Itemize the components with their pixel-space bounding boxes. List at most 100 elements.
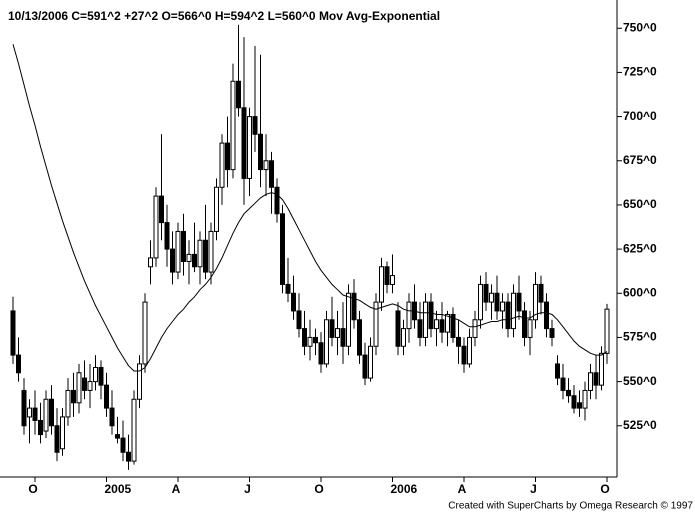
candle-body — [511, 292, 516, 330]
candle-body — [390, 275, 395, 285]
candle-body — [203, 239, 208, 273]
candle-body — [186, 253, 192, 262]
candle-body — [170, 248, 175, 273]
candle-body — [368, 345, 373, 379]
candle-body — [87, 381, 93, 391]
candle-body — [571, 395, 577, 409]
candle-body — [417, 319, 423, 338]
y-tick-label: 525^0 — [623, 418, 657, 432]
y-tick-label: 600^0 — [623, 285, 657, 299]
candle-body — [406, 301, 412, 330]
candle-body — [38, 419, 43, 436]
candle-body — [82, 377, 87, 391]
candle-body — [54, 425, 60, 453]
x-tick-label: A — [458, 482, 467, 496]
y-tick-label: 700^0 — [623, 109, 657, 123]
x-tick-label: J — [530, 482, 537, 496]
candle-body — [604, 308, 610, 354]
candle-body — [588, 372, 593, 391]
candle-body — [544, 301, 549, 330]
candle-body — [76, 372, 82, 404]
candle-body — [159, 195, 164, 224]
candle-body — [384, 266, 390, 285]
candle-body — [516, 292, 522, 312]
candle-body — [428, 301, 434, 330]
candle-body — [357, 319, 362, 356]
candle-body — [115, 434, 120, 439]
candle-body — [153, 195, 159, 259]
candle-body — [456, 336, 461, 347]
candle-body — [43, 398, 49, 432]
candle-body — [27, 407, 32, 418]
x-tick-label: 2006 — [391, 482, 418, 496]
x-tick-label: O — [600, 482, 609, 496]
y-tick-label: 550^0 — [623, 374, 657, 388]
candle-body — [274, 186, 280, 215]
candle-body — [478, 283, 483, 321]
candle-body — [280, 213, 285, 285]
candle-body — [164, 222, 170, 250]
candle-body — [21, 389, 27, 427]
candle-body — [181, 230, 186, 262]
candle-body — [241, 107, 247, 179]
candle-body — [247, 116, 252, 179]
candle-body — [467, 336, 472, 365]
candle-body — [533, 283, 538, 321]
candle-body — [489, 292, 494, 303]
candle-body — [258, 133, 263, 171]
candle-body — [230, 80, 236, 171]
candle-body — [324, 319, 329, 365]
candle-body — [555, 363, 560, 379]
candle-body — [577, 402, 582, 409]
candle-body — [346, 292, 351, 347]
candle-body — [401, 328, 406, 347]
candle-body — [593, 372, 599, 386]
candle-body — [71, 389, 76, 404]
candle-body — [582, 389, 588, 409]
candle-body — [109, 407, 115, 427]
candle-body — [549, 328, 555, 338]
x-tick-label: A — [172, 482, 181, 496]
candle-body — [263, 160, 269, 171]
candle-body — [483, 283, 489, 303]
candle-body — [379, 266, 384, 303]
candle-body — [560, 377, 566, 391]
candle-body — [175, 230, 181, 273]
candle-body — [296, 310, 302, 330]
candle-body — [291, 292, 296, 312]
candle-body — [65, 389, 71, 418]
candle-body — [10, 310, 16, 356]
moving-average-line — [12, 44, 608, 372]
x-tick-label: 2005 — [105, 482, 132, 496]
candle-body — [522, 310, 527, 338]
candle-body — [329, 319, 335, 338]
candle-body — [450, 313, 456, 338]
candle-body — [252, 116, 258, 135]
candle-body — [98, 366, 104, 386]
candle-body — [225, 142, 230, 171]
candle-body — [335, 328, 340, 338]
candle-body — [362, 354, 368, 379]
candle-body — [208, 230, 214, 273]
candle-body — [472, 319, 478, 338]
candle-body — [60, 416, 65, 450]
y-tick-label: 650^0 — [623, 197, 657, 211]
candle-body — [500, 301, 505, 312]
candle-body — [285, 283, 291, 294]
candle-body — [313, 336, 318, 344]
candle-body — [445, 313, 450, 333]
candle-body — [434, 319, 439, 330]
candle-body — [439, 319, 445, 333]
x-tick-label: J — [244, 482, 251, 496]
candle-body — [236, 80, 241, 109]
candle-body — [142, 301, 148, 365]
y-tick-label: 725^0 — [623, 65, 657, 79]
candle-body — [599, 352, 604, 386]
y-tick-label: 575^0 — [623, 330, 657, 344]
y-tick-label: 750^0 — [623, 20, 657, 34]
candle-body — [126, 451, 131, 462]
candle-body — [505, 301, 511, 330]
candle-body — [373, 301, 379, 347]
x-tick-label: O — [314, 482, 323, 496]
